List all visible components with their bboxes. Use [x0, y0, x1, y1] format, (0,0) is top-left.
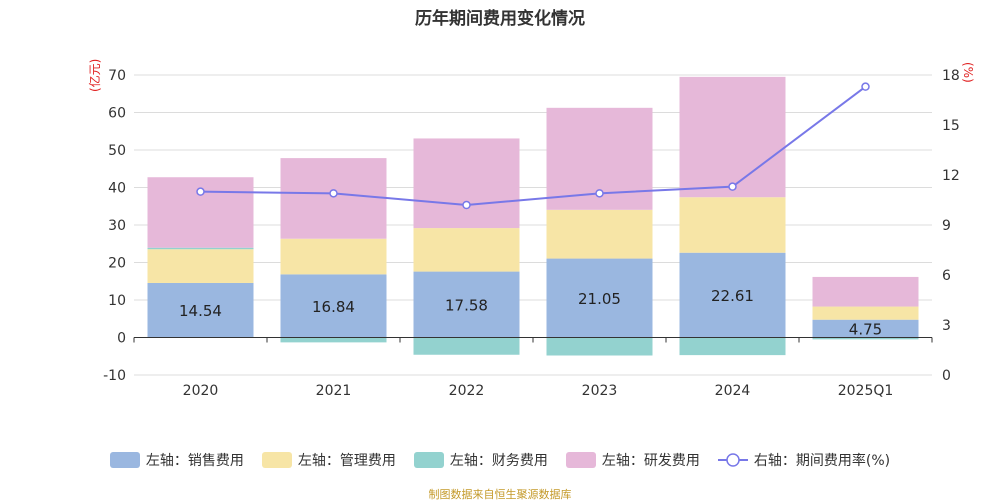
right-tick-label: 3 — [942, 318, 951, 334]
right-tick-label: 18 — [942, 68, 960, 84]
rate-line — [200, 85, 867, 207]
bar-segment — [280, 337, 387, 343]
rate-point — [595, 189, 604, 198]
legend-item-rate[interactable]: 右轴：期间费用率(%) — [717, 450, 891, 470]
chart-title: 历年期间费用变化情况 — [415, 9, 585, 29]
bar-segment — [679, 252, 786, 338]
legend-label-admin: 左轴：管理费用 — [297, 453, 396, 469]
bar-value-label: 17.58 — [445, 297, 488, 315]
rate-point — [728, 182, 737, 191]
bar-segment — [147, 249, 254, 283]
left-tick-label: 70 — [108, 68, 126, 84]
legend-item-admin[interactable]: 左轴：管理费用 — [261, 450, 396, 470]
bar-segment — [280, 274, 387, 338]
legend-label-finance: 左轴：财务费用 — [449, 453, 548, 469]
bar-segment — [546, 337, 653, 356]
bar-segment — [413, 337, 520, 355]
legend-item-rnd[interactable]: 左轴：研发费用 — [565, 450, 700, 470]
rate-point — [861, 82, 870, 91]
bar-segment — [147, 247, 254, 250]
x-tick-label: 2025Q1 — [838, 383, 894, 399]
chart-canvas: -10 0 10 20 30 40 50 60 70 0 3 6 9 12 15 18 14.54 2020 16.… — [103, 68, 960, 399]
left-tick-label: -10 — [103, 368, 126, 384]
bar-segment — [280, 238, 387, 275]
left-tick-label: 60 — [108, 106, 126, 122]
legend-item-sales[interactable]: 左轴：销售费用 — [109, 450, 244, 470]
legend-label-rnd: 左轴：研发费用 — [601, 453, 700, 469]
right-tick-label: 12 — [942, 168, 960, 184]
rate-point — [462, 200, 471, 210]
left-tick-label: 10 — [108, 293, 126, 309]
legend-swatch-admin — [261, 452, 292, 468]
footer-source: 制图数据来自恒生聚源数据库 — [428, 488, 572, 501]
rate-point — [196, 187, 205, 196]
legend-label-rate: 右轴：期间费用率(%) — [753, 453, 891, 469]
bar-segment — [280, 158, 387, 239]
bar-value-label: 14.54 — [179, 302, 222, 320]
legend-label-sales: 左轴：销售费用 — [145, 453, 244, 469]
bar-segment — [812, 337, 919, 340]
legend-line-marker-icon — [717, 453, 748, 467]
bar-segment — [679, 337, 786, 356]
bar-value-label: 16.84 — [312, 298, 355, 316]
bar-segment — [546, 209, 653, 259]
legend-swatch-finance — [413, 452, 444, 468]
legend-item-finance[interactable]: 左轴：财务费用 — [413, 450, 548, 470]
left-tick-label: 50 — [108, 143, 126, 159]
bar-segment — [546, 258, 653, 338]
legend-marker — [726, 453, 740, 467]
x-tick-label: 2021 — [316, 383, 352, 399]
bar-segment — [812, 319, 919, 338]
left-axis-unit: (亿元) — [88, 58, 102, 92]
left-tick-label: 40 — [108, 181, 126, 197]
left-tick-label: 0 — [117, 331, 126, 347]
bar-segment — [679, 197, 786, 253]
bar-segment — [413, 228, 520, 272]
bar-value-label: 21.05 — [578, 290, 621, 308]
bar-segment — [413, 138, 520, 229]
bar-segment — [679, 76, 786, 198]
right-axis-unit: (%) — [961, 62, 975, 83]
x-tick-label: 2024 — [715, 383, 751, 399]
bar-segment — [812, 276, 919, 307]
right-tick-label: 9 — [942, 218, 951, 234]
legend-swatch-sales — [109, 452, 140, 468]
left-tick-label: 20 — [108, 256, 126, 272]
legend-swatch-rnd — [565, 452, 596, 468]
x-tick-label: 2023 — [582, 383, 618, 399]
bar-segment — [413, 271, 520, 338]
right-tick-label: 0 — [942, 368, 951, 384]
rate-point — [329, 189, 338, 198]
right-tick-label: 6 — [942, 268, 951, 284]
bar-value-label: 4.75 — [849, 321, 882, 339]
left-tick-label: 30 — [108, 218, 126, 234]
bar-value-label: 22.61 — [711, 287, 754, 305]
bar-segment — [812, 306, 919, 320]
right-tick-label: 15 — [942, 118, 960, 134]
bar-segment — [147, 282, 254, 338]
chart-legend: 左轴：销售费用 左轴：管理费用 左轴：财务费用 左轴：研发费用 右轴：期间费用率… — [0, 448, 1000, 472]
x-tick-label: 2020 — [183, 383, 219, 399]
x-tick-label: 2022 — [449, 383, 485, 399]
